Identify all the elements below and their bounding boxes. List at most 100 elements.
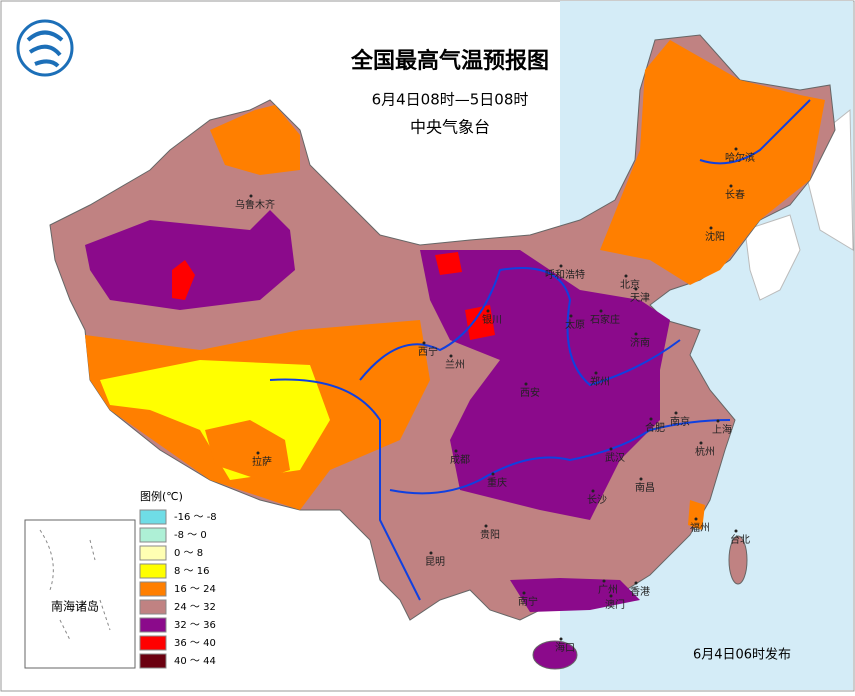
songhua-river <box>699 99 811 165</box>
city-dot <box>734 529 738 533</box>
city-label: 合肥 <box>645 421 665 434</box>
title: 全国最高气温预报图 <box>350 48 549 74</box>
city-label: 乌鲁木齐 <box>235 198 275 211</box>
legend-swatch <box>139 545 167 561</box>
city-label: 昆明 <box>425 556 445 568</box>
city-dot <box>559 637 563 641</box>
city-dot <box>559 264 563 268</box>
subtitle: 6月4日08时—5日08时 <box>372 91 529 109</box>
city-label: 南京 <box>670 415 690 428</box>
city-dot <box>429 551 433 555</box>
city-dot <box>249 194 253 198</box>
city-label: 重庆 <box>487 476 507 489</box>
orange-lhasa <box>205 420 290 480</box>
city-dot <box>569 314 573 318</box>
city-label: 贵阳 <box>480 528 500 541</box>
city-dot <box>449 354 453 358</box>
city-dot <box>454 449 458 453</box>
hainan <box>532 640 578 670</box>
city-label: 北京 <box>620 278 640 291</box>
city-dot <box>639 477 643 481</box>
legend-swatch <box>139 599 167 615</box>
city-label: 台北 <box>730 533 750 546</box>
legend-swatch <box>139 527 167 543</box>
city-dot <box>634 332 638 336</box>
city-label: 澳门 <box>605 598 625 611</box>
red-inner-mongolia <box>435 252 462 275</box>
orange-north-xinjiang <box>210 105 300 175</box>
purple-south <box>510 578 640 612</box>
city-label: 长春 <box>725 189 745 201</box>
river-upper <box>269 378 421 601</box>
city-dot <box>709 226 713 230</box>
city-label: 西宁 <box>418 345 438 358</box>
city-dot <box>649 417 653 421</box>
city-label: 南宁 <box>518 595 538 608</box>
city-dot <box>522 591 526 595</box>
city-dot <box>634 581 638 585</box>
city-label: 南昌 <box>635 481 655 494</box>
city-label: 长沙 <box>587 494 607 506</box>
yellow-river <box>359 267 681 387</box>
korea <box>744 214 801 301</box>
city-label: 石家庄 <box>590 313 620 326</box>
city-dot <box>674 411 678 415</box>
city-dot <box>602 579 606 583</box>
legend-label: -8 ～ 0 <box>174 530 207 541</box>
legend-label: 24 ～ 32 <box>174 602 216 613</box>
city-label: 福州 <box>690 521 710 534</box>
city-label: 太原 <box>565 318 585 331</box>
legend-label: 40 ～ 44 <box>174 656 216 667</box>
city-label: 成都 <box>450 454 470 466</box>
city-dot <box>634 287 638 291</box>
legend-label: 32 ～ 36 <box>174 620 216 631</box>
city-dot <box>486 309 490 313</box>
purple-xinjiang <box>85 210 295 310</box>
city-label: 银川 <box>482 313 502 326</box>
city-label: 海口 <box>555 641 575 654</box>
inset-box <box>24 519 136 669</box>
city-dot <box>609 594 613 598</box>
red-xinjiang <box>172 260 195 300</box>
city-dot <box>694 517 698 521</box>
legend-label: 16 ～ 24 <box>174 584 216 595</box>
city-label: 西安 <box>520 386 540 399</box>
city-dot <box>591 489 595 493</box>
city-label: 广州 <box>598 584 618 596</box>
taiwan <box>728 535 748 585</box>
city-dot <box>491 472 495 476</box>
issuer: 中央气象台 <box>410 118 490 137</box>
city-dot <box>716 419 720 423</box>
city-dot <box>422 341 426 345</box>
city-label: 兰州 <box>445 358 465 371</box>
city-dot <box>484 524 488 528</box>
orange-fujian <box>688 500 705 530</box>
city-dot <box>734 147 738 151</box>
yangtze-river <box>389 419 731 495</box>
city-label: 拉萨 <box>252 455 272 468</box>
city-label: 天津 <box>630 292 650 304</box>
city-dot <box>599 309 603 313</box>
inset-label: 南海诸岛 <box>51 599 99 614</box>
city-dot <box>256 451 260 455</box>
legend-swatch <box>139 653 167 669</box>
footer: 6月4日06时发布 <box>693 647 791 663</box>
city-dot <box>609 447 613 451</box>
legend-swatch <box>139 509 167 525</box>
red-ningxia <box>465 305 495 340</box>
legend-label: 36 ～ 40 <box>174 638 216 649</box>
logo-swirl <box>26 30 64 68</box>
city-dot <box>594 371 598 375</box>
city-label: 郑州 <box>590 375 610 388</box>
legend-label: -16 ～ -8 <box>174 512 217 523</box>
legend-swatch <box>139 635 167 651</box>
legend: -16 ～ -8 -8 ～ 0 0 ～ 8 8 ～ 16 16 ～ 24 24 ～ 32 3… <box>139 509 217 669</box>
city-label: 济南 <box>630 336 650 349</box>
city-dot <box>624 274 628 278</box>
city-label: 哈尔滨 <box>725 151 755 164</box>
city-label: 上海 <box>712 423 732 436</box>
legend-swatch <box>139 617 167 633</box>
city-dot <box>524 382 528 386</box>
legend-swatch <box>139 563 167 579</box>
